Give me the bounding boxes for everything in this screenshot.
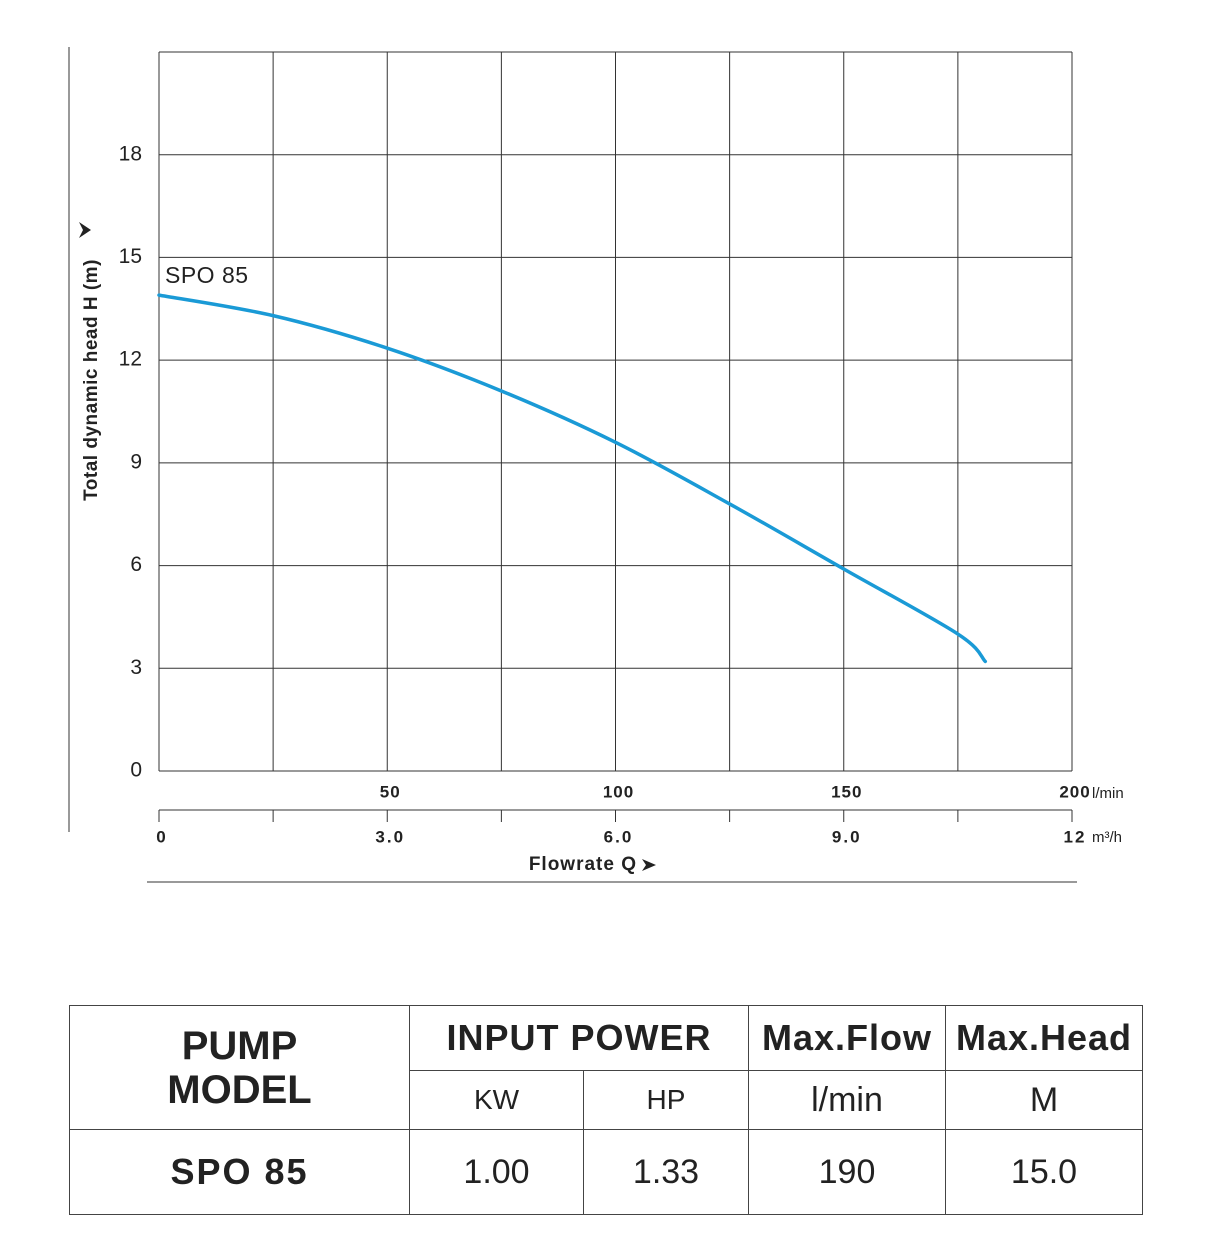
y-tick-label: 12: [119, 348, 142, 371]
chart: Total dynamic head H (m) Flowrate Q 0 3 6 9…: [68, 47, 1124, 883]
x-tick-label: 50: [380, 782, 401, 801]
x-tick-label: 100: [603, 782, 634, 801]
model-cell: SPO 85: [69, 1129, 410, 1215]
spec-table: PUMP MODEL INPUT POWER Max.Flow Max.Head…: [69, 1005, 1144, 1215]
y-tick-label: 3: [130, 656, 142, 679]
x-tick-label: 150: [831, 782, 862, 801]
curve: [157, 293, 988, 664]
x2-unit: m³/h: [1092, 829, 1122, 846]
series-label: SPO 85: [165, 262, 249, 288]
x2-tick-label: 3.0: [375, 827, 405, 846]
y-tick-label: 15: [119, 245, 142, 268]
x-axis-title: Flowrate Q: [529, 854, 637, 875]
x-unit: l/min: [1092, 785, 1124, 802]
axis-arrow: [642, 859, 656, 871]
header-cell: INPUT POWER: [408, 1005, 750, 1071]
axis-arrow: [79, 222, 91, 238]
value-cell: 1.00: [409, 1129, 584, 1215]
x2-tick-label: 0: [156, 827, 167, 846]
unit-cell: M: [945, 1070, 1144, 1130]
header-cell: Max.Flow: [748, 1005, 947, 1071]
value-cell: 1.33: [582, 1129, 750, 1215]
unit-cell: KW: [409, 1070, 584, 1130]
value-cell: 15.0: [945, 1129, 1144, 1215]
y-tick-label: 18: [119, 142, 142, 165]
unit-cell: l/min: [748, 1070, 947, 1130]
y-axis-title: Total dynamic head H (m): [81, 259, 102, 501]
header-text: PUMP MODEL: [167, 1023, 312, 1112]
header-cell: Max.Head: [945, 1005, 1144, 1071]
x2-tick-label: 12: [1064, 827, 1087, 846]
x-tick-label: 200: [1059, 782, 1090, 801]
model-header: PUMP MODEL: [69, 1005, 410, 1130]
y-tick-label: 9: [130, 450, 142, 473]
y-tick-label: 6: [130, 553, 142, 576]
x2-tick-label: 6.0: [604, 827, 634, 846]
value-cell: 190: [748, 1129, 947, 1215]
x2-tick-label: 9.0: [832, 827, 862, 846]
y-tick-label: 0: [130, 759, 142, 782]
unit-cell: HP: [582, 1070, 750, 1130]
